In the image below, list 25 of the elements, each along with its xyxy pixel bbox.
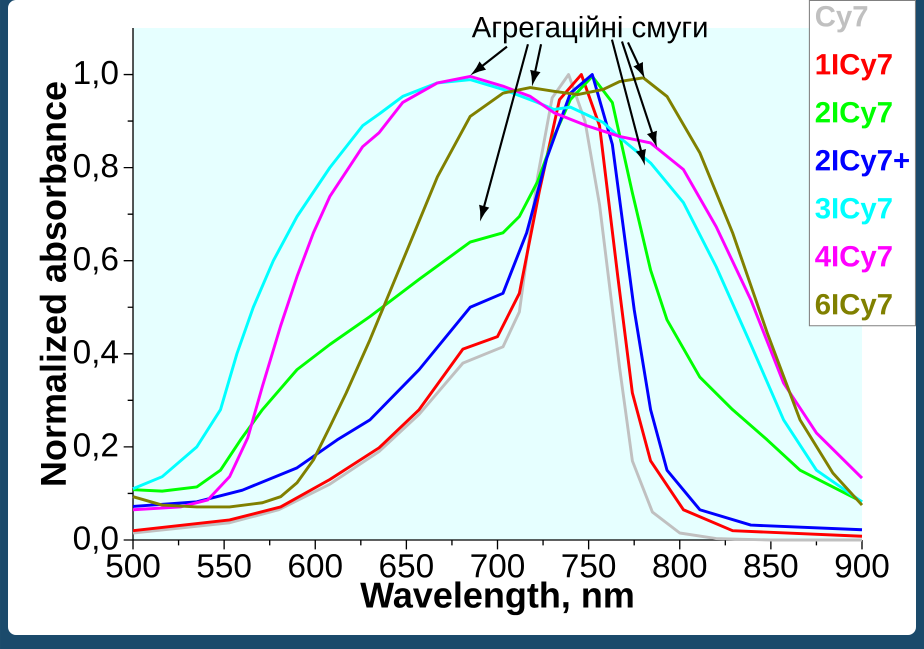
y-tick-label: 0,6 bbox=[74, 246, 118, 274]
text: 2ICy7 bbox=[816, 102, 892, 128]
x-tick-label: 600 bbox=[289, 554, 342, 578]
x-tick-label: 500 bbox=[106, 554, 160, 578]
y-tick-label: 0,0 bbox=[74, 526, 118, 554]
text: 3ICy7 bbox=[815, 198, 892, 224]
y-tick-label: 0,2 bbox=[74, 433, 118, 461]
x-tick-label: 700 bbox=[471, 554, 524, 578]
x-tick-label: 650 bbox=[380, 554, 433, 578]
y-tick-label: 0,4 bbox=[74, 340, 118, 368]
text: 1ICy7 bbox=[816, 54, 892, 80]
text: Cy7 bbox=[816, 6, 868, 32]
text: 4ICy7 bbox=[815, 246, 892, 272]
x-tick-label: 800 bbox=[653, 554, 706, 578]
y-tick-label: 1,0 bbox=[75, 60, 118, 88]
x-tick-label: 850 bbox=[744, 554, 798, 578]
x-tick-label: 900 bbox=[836, 554, 888, 578]
x-tick-label: 750 bbox=[562, 554, 616, 578]
text: 2ICy7+ bbox=[816, 150, 909, 176]
x-tick-label: 550 bbox=[198, 554, 251, 578]
annotation: Агрегаційні смуги bbox=[472, 15, 706, 44]
y-tick-label: 0,8 bbox=[74, 154, 118, 182]
x-axis-title: Wavelength, nm bbox=[360, 581, 633, 616]
y-axis-title: Normalized absorbance bbox=[40, 82, 66, 485]
series-label: 6ICy7 bbox=[816, 294, 892, 320]
